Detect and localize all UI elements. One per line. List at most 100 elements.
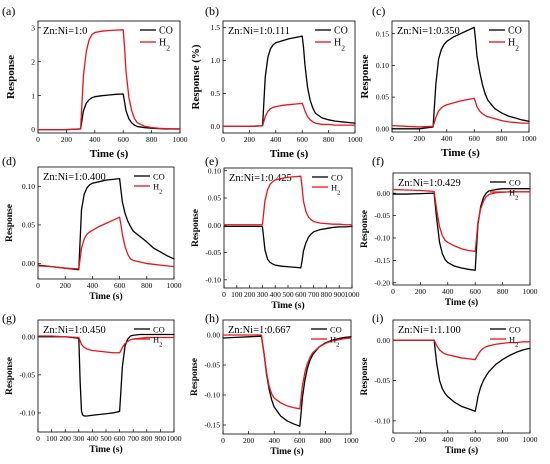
condition-label: Zn:Ni=1:0 <box>43 26 87 37</box>
y-tick-label: 0.00 <box>207 331 220 340</box>
x-tick-label: 0 <box>221 135 225 144</box>
panel-letter: (f) <box>372 154 384 168</box>
legend-label-h2: H2 <box>330 335 339 349</box>
x-axis-title: Time (s) <box>89 444 122 455</box>
condition-label: Zn:Ni=1:0.667 <box>228 325 291 336</box>
x-tick-label: 0 <box>391 287 395 296</box>
y-tick-label: -0.10 <box>205 275 221 284</box>
series-line-h2 <box>37 29 181 131</box>
legend-label-co: CO <box>331 173 343 183</box>
x-tick-label: 500 <box>100 434 112 443</box>
x-tick-label: 400 <box>270 135 282 144</box>
x-tick-label: 200 <box>415 435 427 444</box>
x-axis-title: Time (s) <box>271 300 304 311</box>
legend-label-co: CO <box>509 325 521 335</box>
legend-label-co: CO <box>153 325 165 335</box>
y-tick-label: 0.5 <box>211 89 221 98</box>
x-tick-label: 400 <box>87 281 99 290</box>
series-line-co <box>37 93 181 131</box>
x-tick-label: 400 <box>87 434 99 443</box>
x-axis-title: Time (s) <box>90 148 129 160</box>
y-tick-label: -0.20 <box>374 278 390 287</box>
x-tick-label: 700 <box>128 434 140 443</box>
x-tick-label: 400 <box>442 287 454 296</box>
x-tick-label: 1000 <box>345 290 360 299</box>
x-tick-label: 800 <box>320 436 332 445</box>
y-tick-label: 1.5 <box>211 23 221 32</box>
y-tick-label: 0.00 <box>22 332 35 341</box>
series-line-co <box>222 35 356 128</box>
panel-letter: (b) <box>205 4 219 18</box>
x-axis-title: Time (s) <box>89 291 122 302</box>
x-tick-label: 0 <box>221 436 225 445</box>
x-axis-title: Time (s) <box>270 446 303 457</box>
legend-label-co: CO <box>509 178 521 188</box>
panel-letter: (c) <box>372 4 385 18</box>
panel-letter: (d) <box>2 154 16 168</box>
y-tick-label: 0.00 <box>377 336 390 345</box>
y-tick-label: 1.0 <box>211 56 221 65</box>
series-line-h2 <box>392 339 531 361</box>
series-line-h2 <box>222 334 352 410</box>
condition-label: Zn:Ni=1:1.100 <box>398 325 461 336</box>
panel-letter: (i) <box>372 311 383 325</box>
plot-frame <box>222 319 352 435</box>
x-tick-label: 1000 <box>522 134 537 143</box>
plot-frame <box>222 20 356 134</box>
x-axis-title: Time (s) <box>270 148 309 160</box>
legend-label-co: CO <box>330 325 342 335</box>
y-tick-label: -0.05 <box>204 361 220 370</box>
condition-label: Zn:Ni=1:0.450 <box>43 325 106 336</box>
x-tick-label: 200 <box>415 287 427 296</box>
x-tick-label: 200 <box>244 290 256 299</box>
x-tick-label: 200 <box>61 135 73 144</box>
plot-frame <box>37 20 181 134</box>
y-tick-label: 0.05 <box>376 93 389 102</box>
series-line-h2 <box>392 188 531 253</box>
x-tick-label: 800 <box>141 434 153 443</box>
y-tick-label: 2 <box>31 57 35 66</box>
x-tick-label: 800 <box>321 290 333 299</box>
x-tick-label: 900 <box>155 434 167 443</box>
condition-label: Zn:Ni=1:0.350 <box>397 26 460 37</box>
x-tick-label: 0 <box>391 435 395 444</box>
panel-letter: (h) <box>205 311 219 325</box>
series-line-co <box>392 188 531 271</box>
x-tick-label: 400 <box>270 290 282 299</box>
y-axis-title: Response <box>191 209 201 247</box>
y-tick-label: 3 <box>31 23 35 32</box>
panel-h: (h) 0 200 400 600 800 1000 -0.15 -0.10 -0.05 0.00 T… <box>190 311 359 457</box>
plot-frame <box>392 319 531 434</box>
x-tick-label: 0 <box>36 281 40 290</box>
y-axis-title: Response <box>190 358 200 396</box>
y-axis-title: Response <box>359 54 371 98</box>
y-tick-label: 1 <box>31 91 35 100</box>
series-line-co <box>37 333 175 417</box>
x-tick-label: 300 <box>257 290 269 299</box>
x-tick-label: 900 <box>334 290 346 299</box>
series-line-h2 <box>222 102 356 128</box>
legend-label-h2: H2 <box>153 182 162 196</box>
plot-frame <box>391 20 530 133</box>
y-tick-label: 0.10 <box>22 182 35 191</box>
legend-label-h2: H2 <box>159 38 170 53</box>
y-tick-label: 0.05 <box>22 221 35 230</box>
y-axis-title: Response (%) <box>190 44 202 109</box>
plot-frame <box>37 166 175 280</box>
x-axis-title: Time (s) <box>441 147 480 159</box>
legend-label-h2: H2 <box>153 335 162 349</box>
legend-label-co: CO <box>508 26 522 37</box>
panel-e: (e) 0 100 200 300 400 500 600 700 800 900 1000 -0.10… <box>191 154 360 311</box>
x-tick-label: 1000 <box>344 436 359 445</box>
x-tick-label: 0 <box>390 134 394 143</box>
condition-label: Zn:Ni=1:0.425 <box>229 173 292 184</box>
condition-label: Zn:Ni=1:0.111 <box>228 26 290 37</box>
legend-label-h2: H2 <box>334 38 345 53</box>
x-tick-label: 600 <box>297 135 309 144</box>
x-tick-label: 200 <box>243 436 255 445</box>
condition-label: Zn:Ni=1:0.400 <box>43 172 106 183</box>
y-axis-title: Response <box>360 210 370 248</box>
x-tick-label: 100 <box>231 290 243 299</box>
y-tick-label: -0.05 <box>205 248 221 257</box>
